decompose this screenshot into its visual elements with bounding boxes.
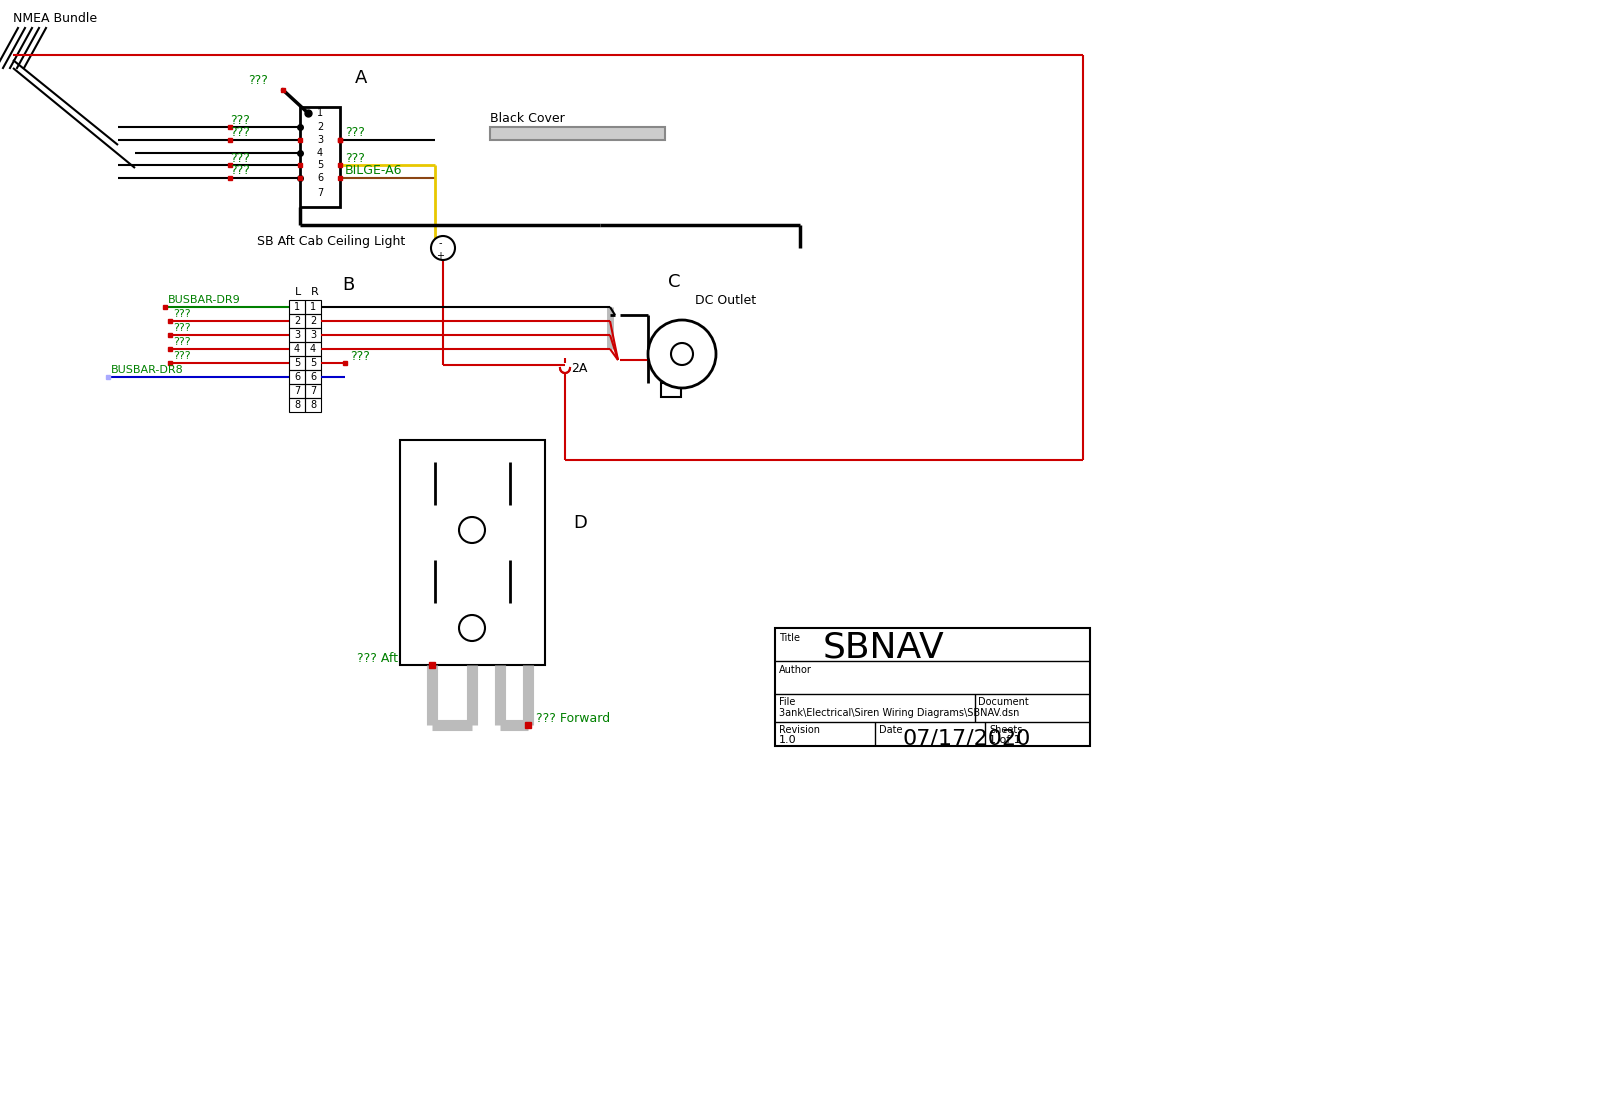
- Text: Black Cover: Black Cover: [490, 111, 565, 125]
- Bar: [306, 314, 322, 328]
- Text: 3: 3: [317, 136, 323, 145]
- Text: 2: 2: [294, 316, 301, 326]
- Text: Title: Title: [779, 633, 800, 643]
- Text: BUSBAR-DR8: BUSBAR-DR8: [110, 365, 184, 375]
- Text: ???: ???: [173, 337, 190, 346]
- Bar: [306, 398, 322, 412]
- Text: Date: Date: [878, 725, 902, 734]
- Text: ???: ???: [230, 127, 250, 140]
- Text: ???: ???: [173, 309, 190, 319]
- Text: 6: 6: [310, 372, 317, 381]
- Text: 6: 6: [294, 372, 301, 381]
- Text: 07/17/2020: 07/17/2020: [902, 729, 1032, 749]
- Text: ???: ???: [248, 73, 267, 86]
- Text: File: File: [779, 697, 795, 707]
- Text: B: B: [342, 277, 354, 294]
- Text: 2: 2: [310, 316, 317, 326]
- Bar: [306, 342, 322, 356]
- Text: SB Aft Cab Ceiling Light: SB Aft Cab Ceiling Light: [258, 235, 405, 248]
- Bar: [290, 314, 306, 328]
- Text: Sheets: Sheets: [989, 725, 1022, 734]
- Circle shape: [648, 320, 717, 388]
- Bar: [306, 384, 322, 398]
- Text: 7: 7: [310, 386, 317, 396]
- Bar: [306, 328, 322, 342]
- Text: 5: 5: [317, 160, 323, 171]
- Bar: [661, 383, 682, 397]
- Text: 3: 3: [294, 330, 301, 340]
- Bar: [290, 299, 306, 314]
- Text: 8: 8: [310, 400, 317, 410]
- Bar: [290, 371, 306, 384]
- Bar: [306, 299, 322, 314]
- Bar: [290, 356, 306, 371]
- Text: ??? Forward: ??? Forward: [536, 713, 610, 726]
- Text: ???: ???: [173, 324, 190, 333]
- Text: ???: ???: [346, 127, 365, 140]
- Circle shape: [430, 236, 454, 260]
- Text: ???: ???: [350, 350, 370, 363]
- Bar: [774, 628, 1090, 747]
- Bar: [290, 342, 306, 356]
- Text: 1 of 1: 1 of 1: [989, 734, 1021, 745]
- Text: 1: 1: [310, 302, 317, 312]
- Circle shape: [670, 343, 693, 365]
- Text: SBNAV: SBNAV: [822, 630, 944, 665]
- Bar: [306, 356, 322, 371]
- Text: 6: 6: [317, 173, 323, 183]
- Bar: [490, 127, 666, 140]
- Text: 5: 5: [294, 359, 301, 368]
- Text: BILGE-A6: BILGE-A6: [346, 165, 403, 177]
- Text: Author: Author: [779, 665, 811, 675]
- Bar: [400, 440, 546, 665]
- Bar: [290, 328, 306, 342]
- Bar: [290, 398, 306, 412]
- Text: ???: ???: [230, 165, 250, 177]
- Text: Document: Document: [978, 697, 1029, 707]
- Text: 1.0: 1.0: [779, 734, 797, 745]
- Text: +: +: [435, 251, 445, 261]
- Text: 4: 4: [310, 344, 317, 354]
- Text: 8: 8: [294, 400, 301, 410]
- Text: D: D: [573, 514, 587, 532]
- Text: 1: 1: [294, 302, 301, 312]
- Text: L: L: [294, 287, 301, 297]
- Text: 1: 1: [317, 108, 323, 118]
- Text: 7: 7: [317, 188, 323, 198]
- Bar: [290, 384, 306, 398]
- Text: ???: ???: [173, 351, 190, 361]
- Text: 2A: 2A: [571, 362, 587, 375]
- Text: ???: ???: [346, 152, 365, 165]
- Text: 4: 4: [294, 344, 301, 354]
- Text: 2: 2: [317, 122, 323, 132]
- Text: A: A: [355, 69, 368, 87]
- Text: NMEA Bundle: NMEA Bundle: [13, 12, 98, 24]
- Text: 4: 4: [317, 148, 323, 158]
- Text: DC Outlet: DC Outlet: [694, 294, 757, 306]
- Circle shape: [459, 615, 485, 640]
- Text: C: C: [669, 273, 680, 291]
- Text: -: -: [438, 238, 442, 248]
- Text: 5: 5: [310, 359, 317, 368]
- Text: ???: ???: [230, 152, 250, 165]
- Text: BUSBAR-DR9: BUSBAR-DR9: [168, 295, 240, 305]
- Bar: [306, 371, 322, 384]
- Bar: [301, 107, 339, 207]
- Circle shape: [459, 517, 485, 543]
- Text: R: R: [310, 287, 318, 297]
- Text: Revision: Revision: [779, 725, 819, 734]
- Text: 7: 7: [294, 386, 301, 396]
- Text: ??? Aft: ??? Aft: [357, 653, 398, 666]
- Text: 3ank\Electrical\Siren Wiring Diagrams\SBNAV.dsn: 3ank\Electrical\Siren Wiring Diagrams\SB…: [779, 708, 1019, 718]
- Text: 3: 3: [310, 330, 317, 340]
- Text: ???: ???: [230, 114, 250, 127]
